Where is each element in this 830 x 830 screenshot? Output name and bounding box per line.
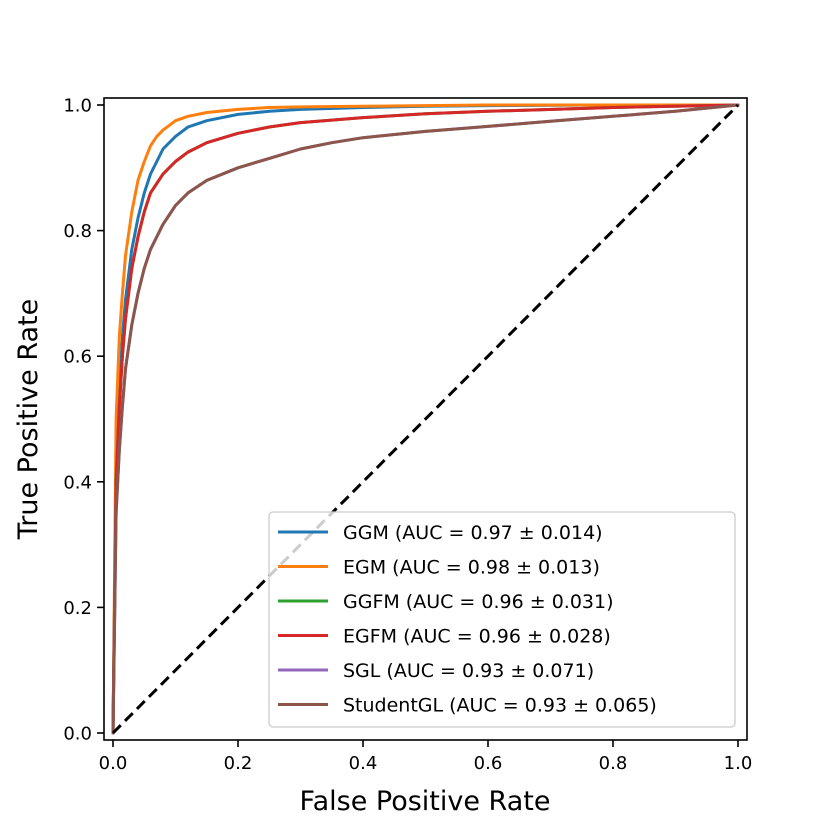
x-tick-label: 0.0 [99,753,128,774]
x-tick-label: 0.6 [474,753,503,774]
legend-label: EGFM (AUC = 0.96 ± 0.028) [343,626,611,648]
x-axis-title: False Positive Rate [300,786,551,817]
x-tick-label: 1.0 [724,753,753,774]
plot-area [111,103,740,735]
x-tick-label: 0.2 [224,753,253,774]
legend-label: GGFM (AUC = 0.96 ± 0.031) [343,591,614,613]
y-axis-ticks: 0.0 0.2 0.4 0.6 0.8 1.0 [63,96,104,745]
series-line-1 [111,103,740,735]
x-tick-label: 0.8 [599,753,628,774]
legend-label: GGM (AUC = 0.97 ± 0.014) [343,522,603,544]
axes-frame [103,97,748,741]
legend-box [268,511,736,728]
y-axis-title: True Positive Rate [13,299,44,541]
series-line-5 [111,103,740,735]
y-tick-label: 1.0 [63,96,92,117]
y-tick-label: 0.0 [63,724,92,745]
x-axis-ticks: 0.0 0.2 0.4 0.6 0.8 1.0 [99,740,753,774]
y-tick-label: 0.6 [63,347,92,368]
chance-diagonal-line [111,103,740,735]
legend-label: EGM (AUC = 0.98 ± 0.013) [343,557,600,579]
legend-label: SGL (AUC = 0.93 ± 0.071) [343,660,594,682]
series-line-3 [111,103,740,735]
y-tick-label: 0.2 [63,598,92,619]
x-tick-label: 0.4 [349,753,378,774]
y-tick-label: 0.8 [63,221,92,242]
legend: GGM (AUC = 0.97 ± 0.014) EGM (AUC = 0.98 … [268,511,736,728]
y-tick-label: 0.4 [63,472,92,493]
legend-label: StudentGL (AUC = 0.93 ± 0.065) [343,695,657,717]
